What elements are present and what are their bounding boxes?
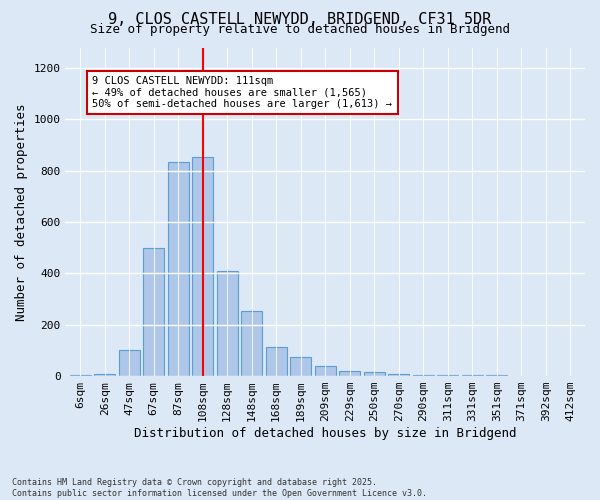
Bar <box>143 248 164 376</box>
Bar <box>241 310 262 376</box>
Bar <box>266 346 287 376</box>
Text: Contains HM Land Registry data © Crown copyright and database right 2025.
Contai: Contains HM Land Registry data © Crown c… <box>12 478 427 498</box>
Text: 9 CLOS CASTELL NEWYDD: 111sqm
← 49% of detached houses are smaller (1,565)
50% o: 9 CLOS CASTELL NEWYDD: 111sqm ← 49% of d… <box>92 76 392 109</box>
X-axis label: Distribution of detached houses by size in Bridgend: Distribution of detached houses by size … <box>134 427 517 440</box>
Bar <box>340 371 360 376</box>
Bar <box>94 374 115 376</box>
Text: Size of property relative to detached houses in Bridgend: Size of property relative to detached ho… <box>90 22 510 36</box>
Bar <box>290 357 311 376</box>
Bar <box>364 372 385 376</box>
Bar <box>315 366 335 376</box>
Text: 9, CLOS CASTELL NEWYDD, BRIDGEND, CF31 5DR: 9, CLOS CASTELL NEWYDD, BRIDGEND, CF31 5… <box>109 12 491 28</box>
Bar <box>70 375 91 376</box>
Bar <box>168 162 188 376</box>
Bar <box>487 375 507 376</box>
Bar <box>388 374 409 376</box>
Bar <box>413 375 434 376</box>
Bar <box>437 375 458 376</box>
Bar <box>217 271 238 376</box>
Bar <box>192 156 213 376</box>
Bar <box>119 350 140 376</box>
Y-axis label: Number of detached properties: Number of detached properties <box>15 103 28 320</box>
